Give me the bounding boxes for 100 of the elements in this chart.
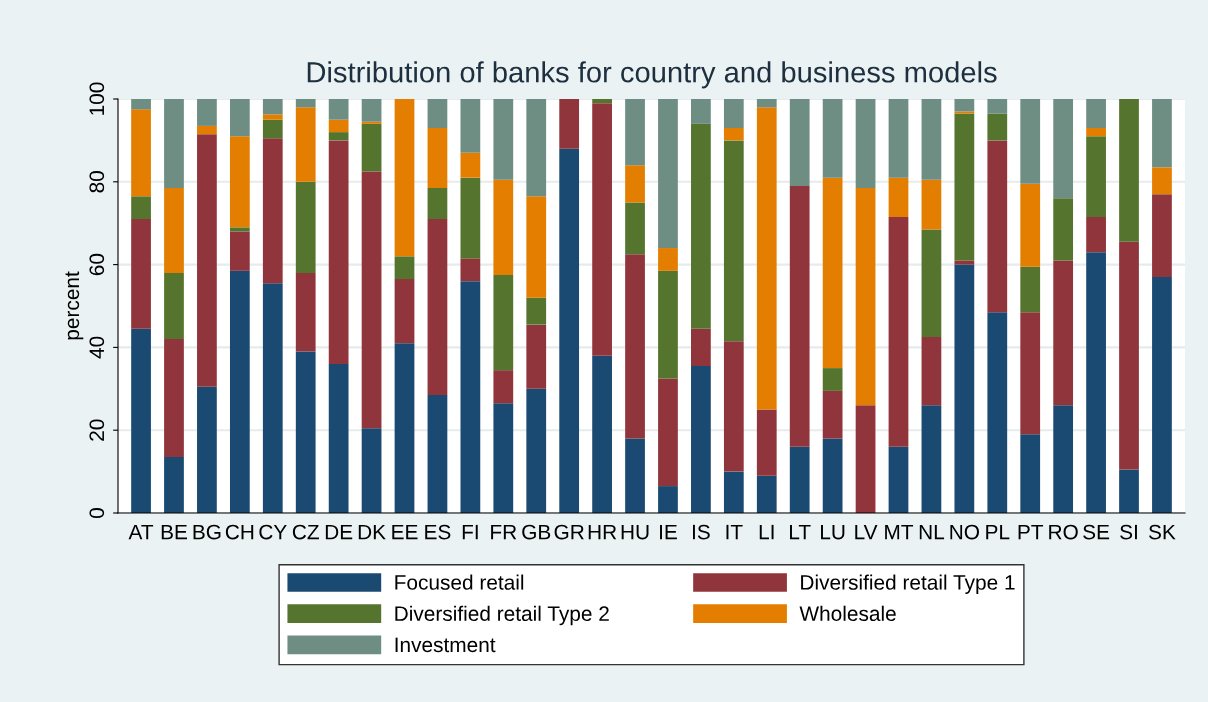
bar bbox=[888, 216, 909, 447]
bar bbox=[262, 119, 283, 139]
bar bbox=[295, 107, 316, 182]
chart-title: Distribution of banks for country and business models bbox=[307, 61, 997, 89]
x-tick-label: LI bbox=[759, 524, 774, 540]
bar bbox=[855, 405, 876, 513]
bar bbox=[361, 99, 382, 122]
bar bbox=[526, 297, 547, 325]
bar bbox=[625, 254, 645, 439]
bar bbox=[658, 99, 678, 249]
bar bbox=[691, 123, 711, 329]
x-tick-label: BE bbox=[161, 524, 187, 540]
x-tick-label: MT bbox=[885, 524, 914, 540]
x-tick-label: DK bbox=[358, 524, 386, 540]
bar bbox=[822, 368, 843, 391]
bar bbox=[954, 113, 975, 261]
bar bbox=[658, 486, 678, 513]
x-tick-label: SI bbox=[1120, 524, 1137, 540]
x-tick-label: NO bbox=[950, 524, 979, 540]
bar bbox=[789, 185, 810, 447]
x-tick-label: NL bbox=[919, 524, 945, 540]
bar bbox=[164, 99, 184, 189]
y-tick-label: 60 bbox=[89, 253, 105, 276]
bar bbox=[164, 339, 184, 458]
bar bbox=[197, 134, 217, 387]
bar bbox=[723, 99, 744, 128]
bar bbox=[756, 99, 777, 108]
bar bbox=[295, 99, 316, 108]
bar bbox=[1053, 405, 1074, 513]
bar bbox=[1152, 167, 1172, 195]
bar bbox=[295, 351, 316, 513]
bar bbox=[131, 219, 151, 329]
bar bbox=[855, 99, 876, 189]
x-tick-label: CH bbox=[225, 524, 254, 540]
x-tick-label: GR bbox=[554, 524, 584, 540]
bar bbox=[987, 113, 1008, 141]
x-tick-label: AT bbox=[128, 524, 154, 540]
x-tick-label: GB bbox=[522, 524, 551, 540]
bar bbox=[921, 405, 942, 513]
bar bbox=[592, 355, 612, 513]
bar bbox=[1020, 312, 1041, 435]
bar bbox=[1152, 194, 1172, 278]
bar bbox=[493, 370, 514, 404]
bar bbox=[658, 270, 678, 379]
bar bbox=[1086, 216, 1106, 253]
bar bbox=[855, 188, 876, 406]
bar bbox=[427, 99, 448, 128]
x-tick-label: IS bbox=[692, 524, 710, 540]
x-tick-label: RO bbox=[1049, 524, 1078, 540]
bar bbox=[1119, 99, 1139, 242]
bar bbox=[526, 196, 547, 298]
bar bbox=[691, 99, 711, 124]
bar bbox=[691, 328, 711, 367]
x-tick-label: LT bbox=[790, 524, 811, 540]
x-tick-label: FR bbox=[491, 524, 517, 540]
bar bbox=[756, 409, 777, 476]
bar bbox=[888, 446, 909, 513]
bar bbox=[394, 99, 415, 257]
bar bbox=[460, 99, 481, 153]
bar bbox=[1152, 277, 1172, 513]
bar bbox=[328, 119, 349, 133]
x-tick-label: CZ bbox=[292, 524, 319, 540]
bar bbox=[1086, 99, 1106, 128]
bar bbox=[493, 99, 514, 180]
bar bbox=[789, 99, 810, 186]
bar bbox=[328, 99, 349, 120]
bar bbox=[658, 248, 678, 271]
bar bbox=[1020, 266, 1041, 313]
bar bbox=[888, 99, 909, 178]
bar bbox=[427, 188, 448, 220]
legend-label: Focused retail bbox=[395, 574, 524, 590]
x-tick-label: HU bbox=[621, 524, 649, 540]
x-tick-label: FI bbox=[462, 524, 478, 540]
bar bbox=[295, 181, 316, 273]
bar bbox=[658, 378, 678, 487]
bar bbox=[822, 177, 843, 369]
x-tick-label: ES bbox=[425, 524, 451, 540]
bar bbox=[229, 270, 250, 513]
bar bbox=[822, 390, 843, 439]
bar bbox=[460, 281, 481, 513]
bar bbox=[1119, 469, 1139, 513]
bar bbox=[361, 171, 382, 429]
x-tick-label: PT bbox=[1018, 524, 1044, 540]
bar bbox=[262, 114, 283, 120]
bar bbox=[262, 138, 283, 284]
bar bbox=[954, 111, 975, 114]
bar bbox=[921, 99, 942, 180]
bar bbox=[197, 386, 217, 513]
bar bbox=[328, 363, 349, 513]
legend-label: Investment bbox=[395, 637, 496, 653]
bar bbox=[460, 177, 481, 259]
bar bbox=[493, 403, 514, 513]
bar bbox=[131, 196, 151, 220]
bar bbox=[625, 99, 645, 166]
x-tick-label: SK bbox=[1149, 524, 1176, 540]
bar bbox=[625, 202, 645, 255]
bar bbox=[197, 125, 217, 135]
y-axis-title: percent bbox=[65, 271, 84, 340]
legend-label: Wholesale bbox=[799, 605, 896, 622]
bar bbox=[197, 99, 217, 126]
